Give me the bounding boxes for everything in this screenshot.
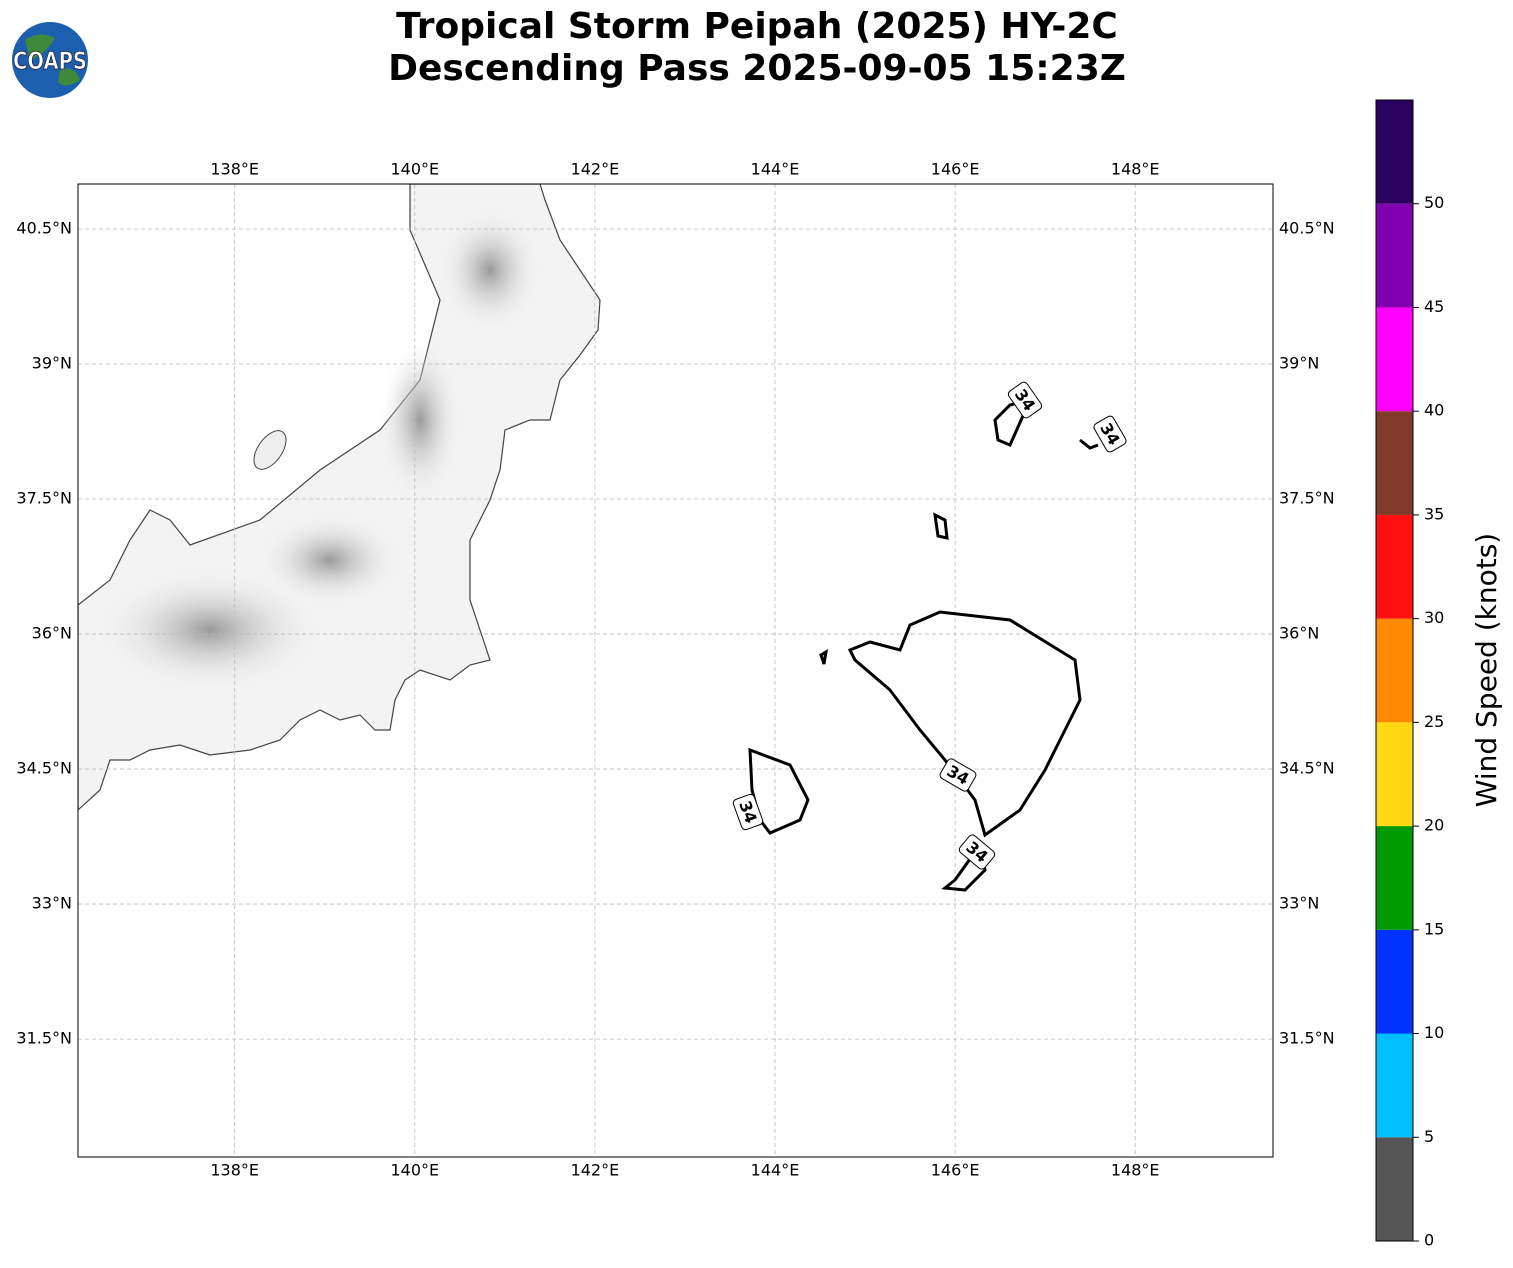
colorbar-segment	[1376, 203, 1413, 308]
colorbar-tick-label: 0	[1424, 1231, 1434, 1250]
y-tick-label: 37.5°N	[16, 489, 72, 508]
y-tick-label: 40.5°N	[16, 219, 72, 238]
colorbar-segment	[1376, 1033, 1413, 1138]
colorbar-tick-label: 35	[1424, 504, 1444, 523]
colorbar-tick-label: 5	[1424, 1127, 1434, 1146]
colorbar-tick-label: 20	[1424, 816, 1444, 835]
y-tick-label: 33°N	[1279, 894, 1319, 913]
colorbar-tick-label: 10	[1424, 1023, 1444, 1042]
x-tick-label: 146°E	[931, 1161, 980, 1180]
colorbar-segment	[1376, 722, 1413, 827]
y-tick-label: 34.5°N	[1279, 759, 1335, 778]
y-tick-label: 36°N	[32, 624, 72, 643]
y-tick-label: 34.5°N	[16, 759, 72, 778]
island	[253, 430, 287, 470]
y-tick-label: 39°N	[1279, 354, 1319, 373]
title-line: Tropical Storm Peipah (2025) HY-2C	[396, 6, 1118, 47]
contour-label: 34	[732, 793, 764, 831]
x-tick-label: 146°E	[931, 160, 980, 179]
colorbar-segment	[1376, 411, 1413, 515]
y-tick-label: 36°N	[1279, 624, 1319, 643]
colorbar-segment	[1376, 514, 1413, 619]
colorbar-segment	[1376, 1137, 1413, 1241]
contour-label-box	[1007, 381, 1043, 419]
x-tick-label: 148°E	[1111, 1161, 1160, 1180]
y-tick-label: 31.5°N	[16, 1029, 72, 1048]
colorbar-tick-label: 50	[1424, 193, 1444, 212]
colorbar-segment	[1376, 100, 1413, 204]
title-line: Descending Pass 2025-09-05 15:23Z	[388, 48, 1126, 89]
logo-text: COAPS	[13, 47, 87, 75]
colorbar-segment	[1376, 618, 1413, 723]
x-tick-label: 148°E	[1111, 160, 1160, 179]
y-tick-label: 39°N	[32, 354, 72, 373]
x-tick-label: 138°E	[210, 160, 259, 179]
colorbar-tick-label: 45	[1424, 297, 1444, 316]
colorbar-segment	[1376, 307, 1413, 412]
x-tick-label: 142°E	[571, 1161, 620, 1180]
colorbar-tick-label: 40	[1424, 401, 1444, 420]
colorbar-segment	[1376, 826, 1413, 930]
contour-label-box	[1093, 415, 1127, 453]
colorbar-tick-label: 15	[1424, 919, 1444, 938]
y-tick-label: 31.5°N	[1279, 1029, 1335, 1048]
terrain	[100, 210, 540, 690]
x-tick-label: 144°E	[751, 1161, 800, 1180]
contour-label-box	[958, 834, 996, 870]
colorbar-label: Wind Speed (knots)	[1470, 533, 1503, 807]
x-tick-label: 140°E	[390, 160, 439, 179]
contour-label-box	[939, 758, 977, 792]
colorbar-tick-label: 30	[1424, 608, 1444, 627]
y-tick-label: 40.5°N	[1279, 219, 1335, 238]
x-tick-label: 140°E	[390, 1161, 439, 1180]
x-tick-label: 142°E	[571, 160, 620, 179]
x-tick-label: 144°E	[751, 160, 800, 179]
y-tick-label: 37.5°N	[1279, 489, 1335, 508]
contour-label-box	[732, 793, 764, 831]
logo-land	[25, 34, 80, 86]
map-frame	[77, 183, 1274, 1158]
colorbar-tick-label: 25	[1424, 712, 1444, 731]
colorbar-frame	[1375, 99, 1414, 1242]
colorbar-segment	[1376, 929, 1413, 1034]
x-tick-label: 138°E	[210, 1161, 259, 1180]
y-tick-label: 33°N	[32, 894, 72, 913]
